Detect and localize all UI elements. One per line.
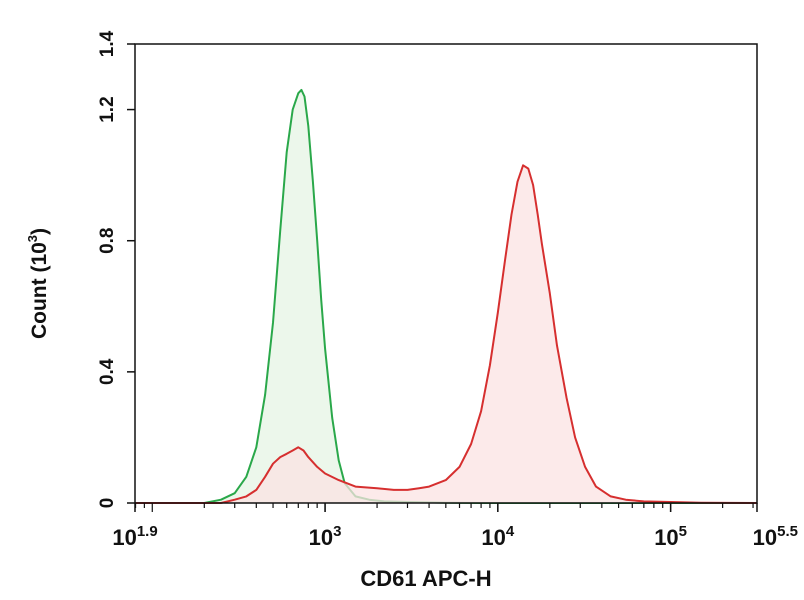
y-tick-label: 0.4 — [97, 358, 118, 385]
x-axis-title: CD61 APC-H — [360, 566, 491, 591]
y-axis-title: Count (103) — [25, 228, 51, 339]
x-tick-label: 104 — [481, 523, 514, 550]
series-1-line — [135, 88, 757, 504]
y-tick-label: 0 — [97, 498, 118, 509]
x-tick-label: 105.5 — [753, 523, 798, 550]
y-axis: 0 0.4 0.8 1.2 1.4 — [97, 30, 135, 508]
x-tick-label: 101.9 — [112, 523, 157, 550]
plot-frame — [134, 43, 758, 504]
y-tick-label: 1.2 — [97, 96, 118, 122]
y-axis-title-exponent: 3 — [25, 235, 40, 242]
series-1-area — [135, 89, 757, 504]
y-axis-title-text: Count (10 — [28, 242, 51, 339]
y-tick-label: 0.8 — [97, 228, 118, 254]
y-tick-label: 1.4 — [97, 30, 118, 57]
plot-area — [135, 88, 758, 504]
series-2-line — [135, 164, 758, 504]
y-axis-title-close: ) — [28, 228, 51, 235]
x-tick-label: 103 — [309, 523, 342, 550]
x-axis: 101.9 103 104 105 105.5 — [112, 503, 798, 550]
x-tick-label: 105 — [654, 523, 687, 550]
series-2-area — [135, 165, 757, 504]
